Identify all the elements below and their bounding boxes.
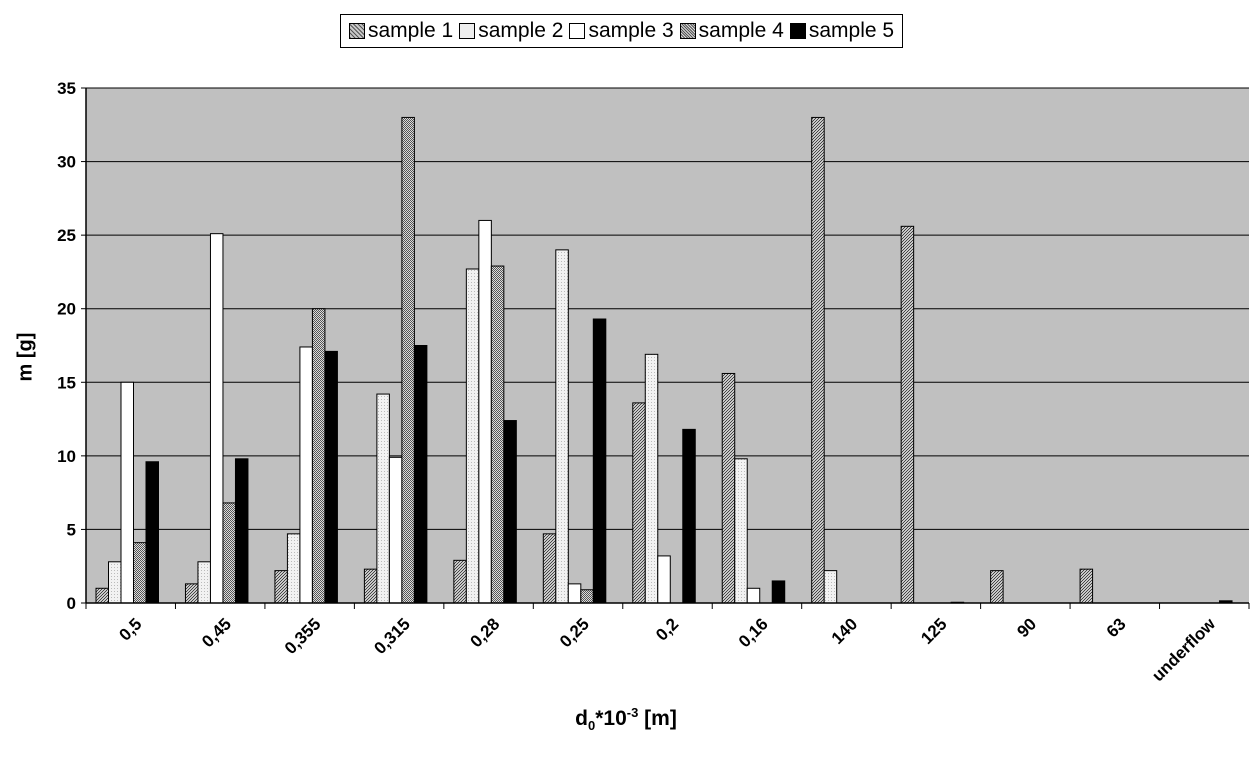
x-tick-label: 140: [828, 614, 861, 647]
x-tick-label: 0,355: [281, 614, 325, 658]
bar-sample-1-2: [274, 570, 288, 604]
legend-swatch: [569, 23, 586, 39]
bar-sample-2-8: [823, 570, 838, 604]
x-axis-label-end: [m]: [638, 707, 677, 730]
bar-sample-3-6: [657, 555, 671, 604]
bar-sample-4-2: [311, 308, 326, 604]
x-tick-label: 125: [917, 614, 950, 647]
bars: [95, 116, 1233, 604]
bar-sample-2-0: [108, 561, 122, 604]
x-tick-labels: 0,5 0,45 0,355 0,315 0,28 0,25 0,2 0,16 140 125 90…: [115, 614, 1219, 685]
legend-item-sample-5: sample 5: [789, 19, 895, 43]
plot-area: [86, 88, 1249, 603]
bar-sample-1-9: [900, 225, 915, 604]
x-axis-label-mid: *10: [595, 707, 627, 730]
bar-sample-1-3: [363, 568, 378, 604]
x-tick-label: 0,5: [115, 614, 145, 644]
bar-sample-5-7: [771, 580, 786, 604]
bar-sample-2-6: [644, 353, 659, 604]
bar-sample-2-2: [286, 533, 301, 604]
x-tick-label: 0,315: [370, 614, 414, 658]
y-tick-labels: 0 5 10 15 20 25 30 35: [57, 79, 86, 613]
gridlines: [86, 87, 1249, 530]
x-axis-label: d0*10-3 [m]: [0, 705, 1252, 733]
y-tick-label: 5: [67, 520, 76, 539]
bar-sample-3-1: [209, 233, 224, 604]
bar-sample-1-8: [811, 116, 825, 604]
legend-item-sample-1: sample 1: [349, 19, 453, 43]
x-tick-label: 0,45: [198, 614, 235, 651]
legend-item-sample-4: sample 4: [679, 19, 784, 43]
bar-sample-5-5: [592, 318, 607, 604]
bar-sample-5-0: [145, 461, 159, 604]
y-axis-label: m [g]: [14, 332, 37, 382]
bar-sample-1-6: [632, 402, 646, 604]
legend-swatch: [459, 23, 476, 39]
bar-sample-5-1: [234, 458, 249, 604]
bar-sample-2-4: [465, 268, 480, 604]
y-tick-label: 10: [57, 447, 76, 466]
bar-sample-1-4: [453, 559, 467, 604]
y-tick-label: 20: [57, 300, 76, 319]
y-tick-label: 30: [57, 153, 76, 172]
x-tick-label: 63: [1103, 614, 1130, 641]
bar-sample-3-2: [299, 346, 313, 604]
bar-sample-3-4: [478, 219, 492, 604]
bar-sample-4-1: [222, 502, 236, 604]
legend-label: sample 3: [588, 19, 674, 42]
x-axis-label-sub: 0: [588, 718, 596, 734]
bar-sample-1-0: [95, 587, 109, 604]
bar-sample-1-10: [990, 570, 1004, 604]
x-axis-label-main: d: [575, 707, 588, 730]
bar-sample-1-11: [1079, 568, 1094, 604]
bar-sample-4-0: [133, 542, 147, 604]
axes: [85, 88, 1250, 609]
bar-sample-2-1: [197, 561, 211, 604]
legend-swatch: [349, 23, 365, 39]
x-axis-label-sup: -3: [626, 705, 639, 720]
bar-sample-2-5: [555, 249, 569, 604]
bar-sample-2-3: [376, 393, 390, 604]
x-tick-label: 0,28: [467, 614, 504, 651]
bar-sample-1-7: [721, 372, 736, 604]
bar-sample-3-0: [120, 381, 134, 604]
y-tick-label: 35: [57, 79, 76, 98]
bar-sample-5-2: [324, 350, 338, 604]
legend-swatch: [789, 23, 806, 39]
y-tick-label: 15: [57, 373, 76, 392]
bar-sample-3-5: [567, 583, 582, 604]
legend-label: sample 1: [368, 19, 454, 42]
legend-item-sample-2: sample 2: [459, 19, 563, 43]
x-tick-label: 0,16: [735, 614, 772, 651]
bar-sample-5-6: [682, 428, 696, 604]
bar-sample-3-3: [388, 456, 403, 604]
bar-sample-4-3: [401, 116, 415, 604]
legend-label: sample 2: [478, 19, 564, 42]
bar-sample-5-3: [413, 345, 428, 604]
x-tick-label: underflow: [1148, 614, 1219, 685]
bar-sample-4-5: [580, 589, 594, 604]
bar-sample-1-1: [184, 583, 199, 604]
bar-sample-4-4: [490, 265, 505, 604]
x-tick-label: 0,25: [556, 614, 593, 651]
legend-swatch: [679, 23, 696, 39]
x-tick-label: 90: [1013, 614, 1040, 641]
y-tick-label: 0: [67, 594, 76, 613]
legend-label: sample 5: [808, 19, 895, 42]
legend: sample 1 sample 2 sample 3 sample 4 sample 5: [340, 14, 904, 48]
y-tick-label: 25: [57, 226, 76, 245]
bar-sample-5-4: [503, 420, 517, 604]
bar-sample-1-5: [542, 533, 557, 604]
legend-item-sample-3: sample 3: [569, 19, 674, 43]
legend-label: sample 4: [698, 19, 784, 42]
bar-sample-3-7: [746, 587, 761, 604]
x-tick-label: 0,2: [652, 614, 682, 644]
bar-sample-2-7: [734, 458, 748, 604]
